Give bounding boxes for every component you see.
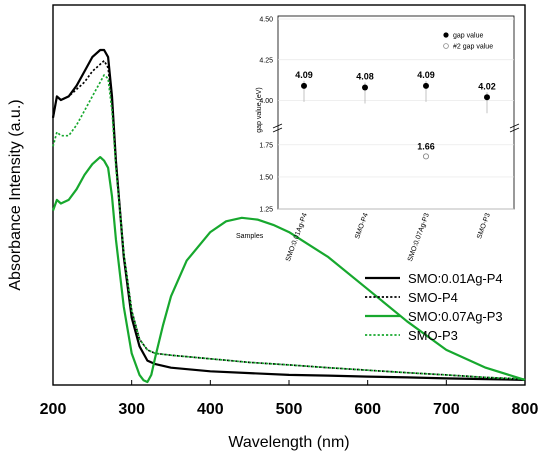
legend-label: SMO:0.07Ag-P3	[408, 309, 503, 324]
x-tick-label: 800	[512, 401, 539, 418]
legend-label: SMO:0.01Ag-P4	[408, 271, 503, 286]
x-tick-label: 500	[276, 401, 303, 418]
inset-y-tick-label: 1.75	[259, 142, 273, 149]
inset-y-tick-label: 4.25	[259, 57, 273, 64]
inset-point-gap2	[422, 153, 430, 160]
main-y-axis-label: Absorbance Intensity (a.u.)	[7, 99, 24, 290]
inset-x-ticks: SMO:0.01Ag-P4 SMO-P4 SMO:0.07Ag-P3 SMO-P3	[285, 212, 492, 262]
inset-y-axis-label: gap value (eV)	[256, 87, 263, 133]
inset-point-label: 4.08	[356, 71, 374, 81]
x-tick-label: 300	[118, 401, 145, 418]
main-x-ticks: 200 300 400 500 600 700 800	[40, 380, 539, 418]
main-legend: SMO:0.01Ag-P4 SMO-P4 SMO:0.07Ag-P3 SMO-P3	[365, 271, 503, 343]
main-x-axis-label: Wavelength (nm)	[228, 434, 349, 451]
inset-point-label: 1.66	[417, 141, 435, 151]
inset-point-label: 4.09	[295, 70, 313, 80]
inset-points: 4.09 4.08 4.09 4.02 1.66	[295, 70, 496, 160]
inset-legend-label: #2 gap value	[453, 44, 493, 51]
inset-x-tick-label: SMO-P3	[476, 212, 492, 240]
inset-legend-marker	[443, 32, 449, 38]
x-tick-label: 600	[354, 401, 381, 418]
inset-point-gap	[362, 84, 368, 91]
x-tick-label: 200	[40, 401, 67, 418]
inset-legend-marker	[443, 43, 449, 49]
legend-label: SMO-P3	[408, 328, 458, 343]
series-line-2	[51, 156, 526, 384]
inset-point-gap	[423, 82, 429, 89]
inset-y-tick-label: 1.25	[259, 207, 273, 214]
inset-legend: gap value #2 gap value	[443, 32, 493, 51]
inset-y-tick-label: 4.00	[259, 98, 273, 105]
bandgap-inset: 4.504.254.001.751.501.25 SMO:0.01Ag-P4 SM…	[236, 15, 520, 263]
inset-grid	[278, 18, 514, 210]
inset-point-label: 4.09	[417, 70, 435, 80]
inset-point-gap	[301, 82, 307, 89]
series-line-3	[52, 74, 526, 380]
inset-x-tick-label: SMO:0.07Ag-P3	[407, 212, 431, 262]
inset-point-gap	[484, 94, 490, 101]
inset-x-tick-label: SMO:0.01Ag-P4	[285, 212, 309, 262]
inset-axis-break-right	[509, 123, 520, 133]
inset-x-axis-label: Samples	[236, 233, 264, 240]
series-line-0	[51, 48, 526, 381]
inset-legend-label: gap value	[453, 33, 483, 40]
legend-label: SMO-P4	[408, 290, 458, 305]
inset-x-tick-label: SMO-P4	[354, 212, 370, 240]
inset-y-tick-label: 4.50	[259, 17, 273, 24]
inset-axis-break-left	[272, 123, 283, 133]
x-tick-label: 400	[197, 401, 224, 418]
inset-y-tick-label: 1.50	[259, 174, 273, 181]
inset-point-label: 4.02	[478, 81, 496, 91]
x-tick-label: 700	[433, 401, 460, 418]
main-curves	[51, 48, 526, 384]
inset-y-ticks: 4.50 4.25 4.00 1.75 1.50 1.25	[259, 17, 273, 214]
